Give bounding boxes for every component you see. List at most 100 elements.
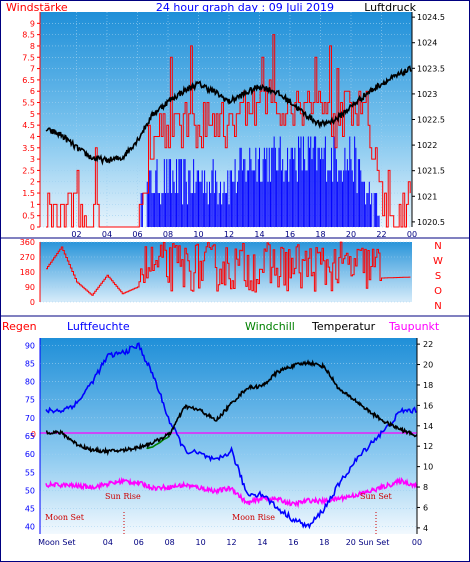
pressure-tick-label: 1024	[417, 39, 437, 48]
wind-tick-label: 7	[30, 65, 35, 74]
temperature-tick-label: 8	[423, 483, 428, 492]
legend-humidity: Luftfeuchte	[67, 320, 130, 333]
bottom-time-label: 08	[165, 538, 175, 547]
wind-tick-label: 8.5	[22, 31, 35, 40]
humidity-line	[45, 342, 418, 530]
humidity-tick-label: 65	[25, 432, 35, 441]
pressure-tick-label: 1020.5	[417, 218, 445, 227]
temperature-tick-label: 22	[423, 340, 433, 349]
pressure-line	[45, 65, 412, 166]
wind-tick-label: 6	[30, 87, 35, 96]
wind-strength-line	[46, 34, 411, 228]
pressure-tick-label: 1022	[417, 141, 437, 150]
direction-tick-label: 0	[30, 298, 35, 307]
series-humidity	[45, 342, 418, 530]
series-dewpoint	[45, 476, 418, 509]
bottom-time-label: 12	[226, 538, 236, 547]
rain-zero-label: 0	[31, 430, 36, 439]
bottom-time-label: 14	[257, 538, 267, 547]
bottom-plot-area	[40, 338, 417, 534]
legend-temperature: Temperatur	[311, 320, 376, 333]
compass-label: N	[434, 301, 441, 312]
bottom-time-label: 10	[195, 538, 205, 547]
time-tick-label: 18	[315, 230, 325, 239]
compass-label: O	[434, 286, 442, 297]
temperature-tick-label: 16	[423, 401, 433, 410]
time-tick-label: 16	[285, 230, 295, 239]
annotation-sun-set: Sun Set	[360, 492, 393, 501]
temperature-line	[45, 359, 418, 457]
pressure-label: Luftdruck	[364, 1, 416, 14]
wind-strength-label: Windstärke	[6, 1, 68, 14]
pressure-tick-label: 1021.5	[417, 167, 445, 176]
time-axis-top: 02 04 06 08 10 12 14 16 18 20 22 00	[71, 230, 417, 239]
humidity-tick-label: 50	[25, 486, 35, 495]
wind-tick-label: 4.5	[22, 121, 35, 130]
wind-tick-label: 2	[30, 178, 35, 187]
time-tick-label: 20	[346, 230, 356, 239]
temperature-tick-label: 14	[423, 422, 433, 431]
bottom-time-label: 16	[288, 538, 298, 547]
bottom-time-label: 20 Sun Set	[346, 538, 390, 547]
wind-tick-label: 6.5	[22, 76, 35, 85]
legend-rain: Regen	[2, 320, 37, 333]
humidity-tick-label: 80	[25, 378, 35, 387]
pressure-tick-label: 1021	[417, 192, 437, 201]
dewpoint-line	[45, 476, 418, 509]
pressure-tick-label: 1023.5	[417, 64, 445, 73]
bottom-time-label: 00	[412, 538, 422, 547]
wind-tick-label: 5	[30, 110, 35, 119]
time-tick-label: 06	[132, 230, 142, 239]
wind-tick-label: 3	[30, 155, 35, 164]
bottom-time-label: 06	[134, 538, 144, 547]
time-tick-label: 02	[71, 230, 81, 239]
direction-tick-label: 270	[20, 253, 35, 262]
compass-label: S	[435, 271, 441, 282]
annotation-sun-rise: Sun Rise	[105, 492, 141, 501]
time-tick-label: 12	[224, 230, 234, 239]
series-temperature	[45, 359, 418, 457]
wind-tick-label: 1.5	[22, 189, 35, 198]
pressure-tick-label: 1022.5	[417, 116, 445, 125]
time-axis-bottom: Moon Set 04 06 08 10 12 14 16 18 20 Sun Set 00	[38, 538, 422, 547]
chart-title: 24 hour graph day : 09 Juli 2019	[156, 1, 334, 14]
wind-tick-label: 4	[30, 132, 35, 141]
series-windchill	[146, 435, 171, 450]
time-tick-label: 10	[193, 230, 203, 239]
wind-tick-label: 0	[30, 223, 35, 232]
direction-tick-label: 180	[20, 268, 35, 277]
wind-tick-label: 8	[30, 42, 35, 51]
compass-label: N	[434, 241, 441, 252]
time-tick-label: 22	[376, 230, 386, 239]
annotation-moon-rise: Moon Rise	[232, 513, 275, 522]
direction-axis: 0 90 180 270 360	[20, 238, 35, 307]
temperature-tick-label: 12	[423, 442, 433, 451]
temperature-tick-label: 4	[423, 524, 428, 533]
wind-direction-line	[46, 241, 411, 296]
direction-tick-label: 360	[20, 238, 35, 247]
series-wind-direction	[46, 241, 411, 296]
time-tick-label: 08	[163, 230, 173, 239]
wind-tick-label: 1	[30, 200, 35, 209]
time-tick-label: 14	[254, 230, 264, 239]
wind-tick-label: 0.5	[22, 212, 35, 221]
humidity-tick-label: 60	[25, 450, 35, 459]
windchill-line	[146, 435, 171, 450]
humidity-tick-label: 70	[25, 414, 35, 423]
wind-tick-label: 9	[30, 19, 35, 28]
temperature-tick-label: 10	[423, 463, 433, 472]
humidity-tick-label: 90	[25, 341, 35, 350]
wind-tick-label: 7.5	[22, 53, 35, 62]
annotation-moon-set: Moon Set	[45, 513, 85, 522]
temperature-tick-label: 18	[423, 381, 433, 390]
temperature-axis: 4 6 8 10 12 14 16 18 20 22	[417, 340, 433, 533]
bottom-time-label: Moon Set	[38, 538, 75, 547]
humidity-tick-label: 45	[25, 505, 35, 514]
pressure-tick-label: 1024.5	[417, 13, 445, 22]
humidity-tick-label: 85	[25, 359, 35, 368]
pressure-tick-label: 1023	[417, 90, 437, 99]
series-wind-gusts	[140, 136, 380, 227]
compass-label: W	[433, 256, 443, 267]
